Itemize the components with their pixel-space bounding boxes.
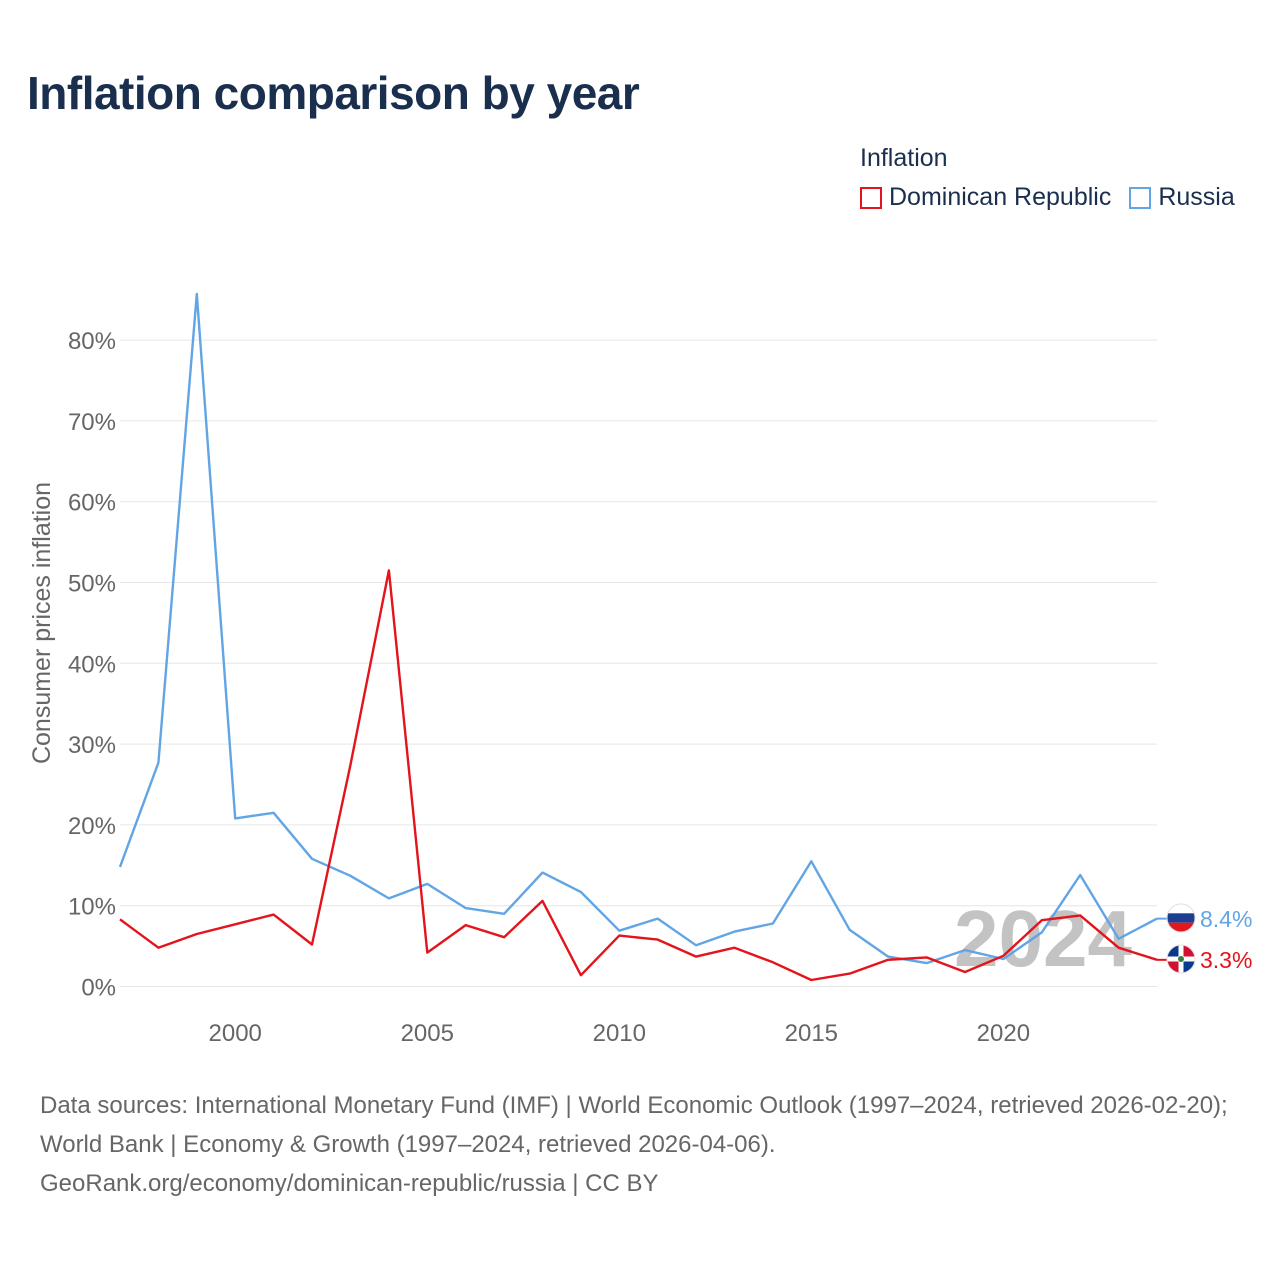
y-axis-ticks: 0% 10% 20% 30% 40% 50% 60% 70% 80% [68,328,116,1001]
end-marker-dominican-republic: 3.3% [1157,944,1252,974]
gridlines [120,339,1157,987]
y-tick-label: 30% [68,732,116,759]
x-axis-ticks: 2000 2005 2010 2015 2020 [209,1020,1031,1047]
legend-swatch-dominican-republic [860,186,882,209]
end-marker-russia: 8.4% [1157,903,1252,933]
y-tick-label: 80% [68,328,116,355]
y-tick-label: 70% [68,409,116,436]
attribution-text: GeoRank.org/economy/dominican-republic/r… [40,1170,659,1197]
legend-label-dominican-republic: Dominican Republic [889,183,1112,211]
footer: Data sources: International Monetary Fun… [40,1086,1250,1203]
y-tick-label: 60% [68,490,116,517]
y-tick-label: 50% [68,571,116,598]
flag-russia-icon [1167,904,1195,932]
legend-item-dominican-republic[interactable]: Dominican Republic [860,183,1111,212]
end-value-label-dominican-republic: 3.3% [1200,947,1252,973]
series-end-markers: 3.3% 8.4% [1157,903,1252,974]
y-tick-label: 10% [68,894,116,921]
x-tick-label: 2005 [401,1020,454,1047]
x-tick-label: 2015 [785,1020,838,1047]
line-chart: 0%10%20%30%40%50%60%70%80% 2000 2005 2010 2… [28,292,1252,1047]
series-line-dominican-republic[interactable] [119,569,1158,982]
legend-swatch-russia [1129,186,1152,209]
end-value-label-russia: 8.4% [1200,906,1252,932]
series-line-russia[interactable] [118,292,1158,965]
y-tick-label: 20% [68,813,116,840]
y-axis-label: Consumer prices inflation [28,482,56,764]
legend-label-russia: Russia [1158,183,1235,211]
year-watermark: 2024 [954,894,1132,983]
legend-title: Inflation [860,144,948,172]
chart-title: Inflation comparison by year [27,67,640,119]
series-lines [118,292,1158,982]
x-tick-label: 2000 [209,1020,262,1047]
legend: Inflation Dominican Republic Russia [860,144,1235,212]
y-tick-label: 0% [81,975,116,1002]
y-tick-label: 40% [68,651,116,678]
data-sources-text: Data sources: International Monetary Fun… [40,1092,1228,1158]
x-tick-label: 2010 [593,1020,646,1047]
legend-item-russia[interactable]: Russia [1129,183,1235,212]
x-tick-label: 2020 [977,1020,1030,1047]
